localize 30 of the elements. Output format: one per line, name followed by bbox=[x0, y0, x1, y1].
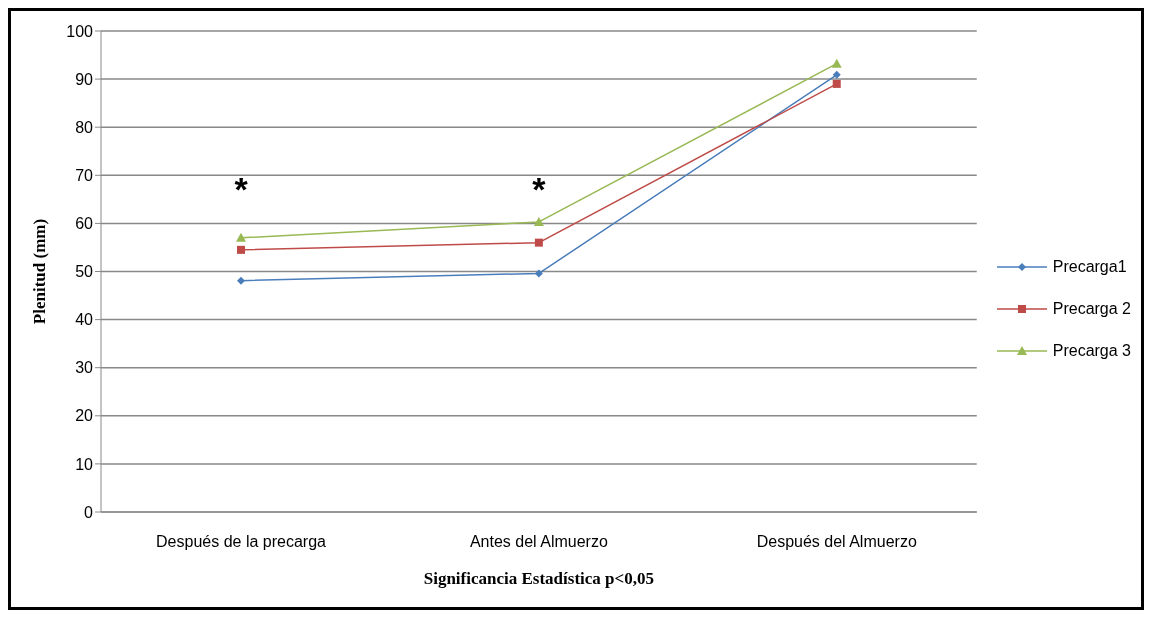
y-tick-label: 90 bbox=[75, 70, 94, 88]
y-tick-label: 100 bbox=[66, 22, 94, 40]
y-tick-label: 30 bbox=[75, 359, 94, 377]
annotation: * bbox=[234, 170, 249, 208]
point bbox=[237, 276, 245, 285]
y-axis-title: Plenitud (mm) bbox=[30, 218, 50, 325]
y-tick-label: 80 bbox=[75, 118, 94, 136]
x-tick-label: Después de la precarga bbox=[156, 533, 327, 551]
legend-label: Precarga1 bbox=[1052, 258, 1127, 276]
point bbox=[831, 58, 842, 68]
legend-label: Precarga 2 bbox=[1052, 300, 1131, 318]
point bbox=[832, 79, 841, 88]
y-tick-label: 50 bbox=[75, 263, 94, 281]
x-axis-title: Significancia Estadística p<0,05 bbox=[423, 569, 654, 588]
y-tick-label: 0 bbox=[84, 503, 94, 521]
point bbox=[237, 245, 245, 254]
y-tick-label: 70 bbox=[75, 166, 94, 184]
annotation: * bbox=[532, 170, 547, 208]
point bbox=[533, 216, 544, 226]
legend-label: Precarga 3 bbox=[1052, 342, 1131, 360]
y-tick-label: 10 bbox=[75, 455, 94, 473]
y-tick-label: 60 bbox=[75, 215, 94, 233]
x-tick-label: Antes del Almuerzo bbox=[469, 533, 608, 551]
point bbox=[534, 269, 543, 278]
y-tick-label: 20 bbox=[75, 407, 94, 425]
point bbox=[832, 70, 841, 79]
point bbox=[534, 238, 543, 247]
point bbox=[236, 232, 246, 242]
y-tick-label: 40 bbox=[75, 311, 94, 329]
x-tick-label: Después del Almuerzo bbox=[756, 533, 917, 551]
